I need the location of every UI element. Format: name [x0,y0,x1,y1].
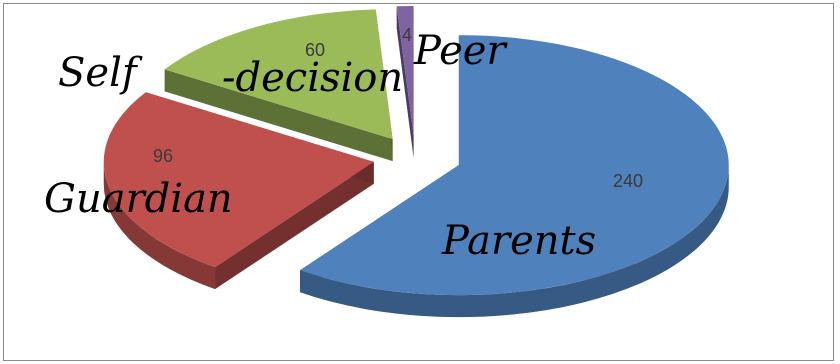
category-label-guardian: Guardian [44,176,233,222]
value-label-peer: 4 [402,25,412,45]
value-label-parents: 240 [613,171,643,191]
slice-side-peer [396,6,414,159]
value-label-self-decision: 60 [305,40,325,60]
slice-top-guardian [103,92,374,268]
pie-slice-peer [396,6,414,159]
slice-top-peer [396,6,414,137]
category-label-decision: -decision [222,55,403,101]
category-label-parents: Parents [441,218,596,264]
pie-slice-guardian [103,92,374,290]
slice-side-guardian [215,161,374,290]
slice-side-self-decision [164,69,393,162]
category-label-peer: Peer [413,28,508,74]
slice-rim-guardian [103,161,216,290]
pie-slices [103,6,729,318]
slice-top-parents [300,35,729,296]
category-labels: Self -decision Peer Guardian Parents [44,28,596,264]
slice-rim-parents [300,165,729,318]
slice-top-self-decision [164,9,393,140]
pie-slice-self-decision [164,9,393,162]
pie-slice-parents [300,35,729,318]
value-label-guardian: 96 [153,146,173,166]
category-label-self: Self [58,50,143,96]
value-labels: 240 96 60 4 [153,25,643,191]
